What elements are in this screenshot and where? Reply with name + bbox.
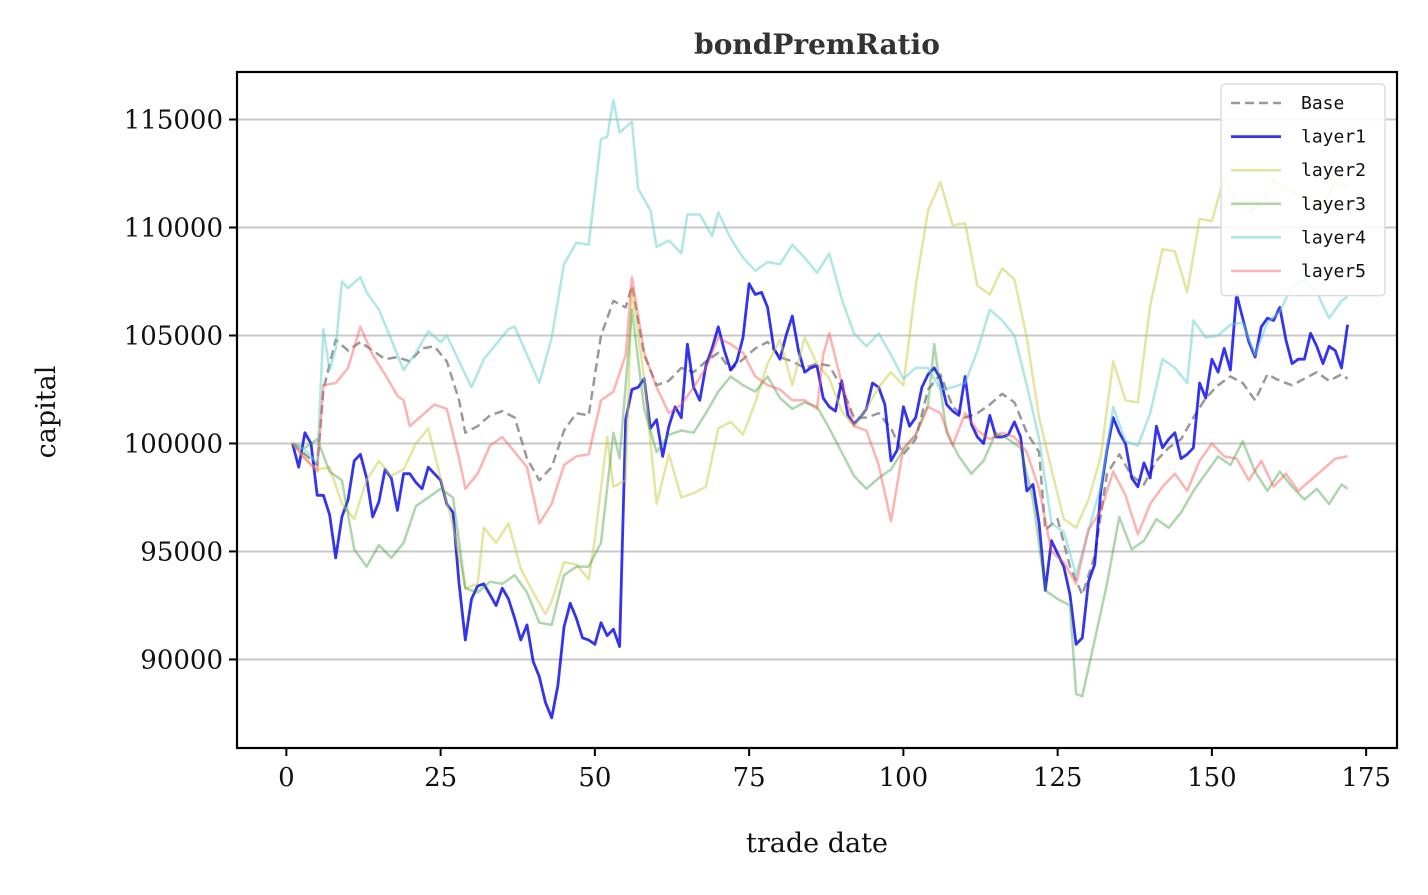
series-line-layer5 (291, 275, 1348, 586)
legend-label-base: Base (1301, 93, 1344, 114)
y-tick-label: 105000 (124, 321, 223, 351)
series-line-layer4 (291, 98, 1349, 577)
y-axis-label: capital (31, 366, 62, 459)
series-line-layer3 (292, 308, 1349, 698)
legend-label-layer5: layer5 (1301, 261, 1366, 282)
y-tick-label: 100000 (124, 429, 223, 459)
x-tick-label: 25 (424, 763, 457, 793)
series-line-base (291, 284, 1349, 596)
y-tick-label: 115000 (124, 106, 223, 136)
legend-label-layer2: layer2 (1301, 160, 1366, 181)
x-tick-label: 150 (1187, 763, 1237, 793)
legend-label-layer4: layer4 (1301, 227, 1366, 248)
legend-label-layer3: layer3 (1301, 194, 1366, 215)
legend-label-layer1: layer1 (1301, 127, 1366, 148)
series-line-layer2 (291, 176, 1349, 616)
series-lines (291, 98, 1349, 720)
legend: Base layer1 layer2 layer3 layer4 layer5 (1220, 83, 1386, 297)
x-tick-label: 75 (733, 763, 766, 793)
x-axis-label: trade date (746, 828, 888, 859)
x-tick-label: 50 (578, 763, 611, 793)
chart-title: bondPremRatio (694, 28, 940, 61)
x-tick-label: 0 (278, 763, 295, 793)
x-tick-label: 100 (879, 763, 929, 793)
y-tick-label: 95000 (140, 537, 223, 567)
plot-frame (235, 70, 1399, 750)
series-line-layer1 (291, 282, 1349, 720)
y-tick-label: 90000 (140, 645, 223, 675)
axis-ticks: 90000 95000 100000 105000 110000 115000 0 25 50 7… (124, 106, 1391, 793)
x-tick-label: 175 (1341, 763, 1391, 793)
y-tick-label: 110000 (124, 214, 223, 244)
x-tick-label: 125 (1033, 763, 1083, 793)
gridlines (237, 118, 1397, 661)
